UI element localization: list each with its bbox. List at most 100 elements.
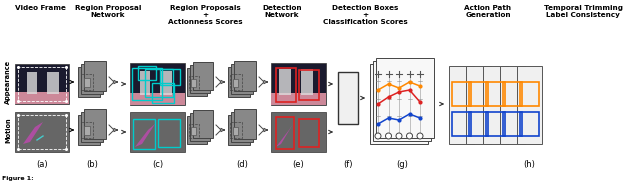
Text: (c): (c) <box>152 160 163 169</box>
Bar <box>15 112 69 152</box>
Text: Video Frame: Video Frame <box>15 5 65 11</box>
Text: Region Proposals
+
Actionness Scores: Region Proposals + Actionness Scores <box>168 5 243 25</box>
Bar <box>190 113 210 141</box>
Bar <box>279 69 291 95</box>
Bar <box>276 68 296 102</box>
Text: Motion: Motion <box>5 117 11 143</box>
Bar <box>133 119 155 149</box>
Bar <box>27 72 37 94</box>
Bar <box>78 67 100 97</box>
Bar <box>483 66 508 144</box>
Bar <box>138 66 156 80</box>
Bar <box>466 66 491 144</box>
Bar <box>84 109 106 139</box>
Bar <box>517 66 542 144</box>
Bar <box>376 58 434 138</box>
Bar <box>189 124 199 138</box>
Polygon shape <box>135 124 155 147</box>
Bar <box>520 82 539 106</box>
Bar <box>187 68 207 96</box>
Bar <box>271 63 326 105</box>
Bar <box>84 78 90 87</box>
Bar <box>500 66 525 144</box>
Bar <box>276 117 294 149</box>
Polygon shape <box>23 122 43 144</box>
Bar <box>81 112 103 142</box>
Bar <box>152 83 174 103</box>
Bar <box>231 64 253 94</box>
Text: Region Proposal
Network: Region Proposal Network <box>75 5 141 18</box>
Bar <box>160 69 180 85</box>
Bar <box>469 82 488 106</box>
Bar <box>301 69 313 95</box>
Bar <box>140 71 150 95</box>
Bar <box>47 72 59 94</box>
Bar <box>373 61 431 141</box>
Text: (d): (d) <box>236 160 248 169</box>
Text: Detection Boxes
+
Classification Scores: Detection Boxes + Classification Scores <box>323 5 408 25</box>
Bar <box>230 74 242 90</box>
Bar <box>84 61 106 91</box>
Bar <box>187 116 207 144</box>
Bar <box>230 122 242 138</box>
Bar <box>191 79 196 87</box>
Bar <box>81 64 103 94</box>
Bar <box>271 112 326 152</box>
Polygon shape <box>276 124 293 147</box>
Bar <box>15 92 69 104</box>
Bar <box>271 93 326 105</box>
Bar <box>15 64 69 104</box>
Bar <box>191 127 196 135</box>
Bar <box>486 112 505 136</box>
Bar <box>18 115 66 149</box>
Bar <box>370 64 428 144</box>
Text: Fusion: Fusion <box>344 84 353 112</box>
Bar <box>452 82 471 106</box>
Bar <box>503 112 522 136</box>
Text: (g): (g) <box>396 160 408 169</box>
Bar <box>78 115 100 145</box>
Bar <box>130 93 185 105</box>
Bar <box>228 115 250 145</box>
Bar <box>452 112 471 136</box>
Bar <box>299 70 319 100</box>
Bar <box>486 82 505 106</box>
Text: (a): (a) <box>36 160 48 169</box>
Bar <box>160 71 172 95</box>
Bar <box>145 69 173 97</box>
Bar <box>193 62 213 90</box>
Bar <box>520 112 539 136</box>
Bar <box>81 74 93 90</box>
Bar <box>449 66 474 144</box>
Bar <box>234 109 256 139</box>
Bar <box>18 67 66 101</box>
Bar <box>233 127 238 135</box>
Text: (e): (e) <box>292 160 305 169</box>
Text: (b): (b) <box>86 160 98 169</box>
Bar <box>469 112 488 136</box>
Bar <box>231 112 253 142</box>
Bar <box>193 110 213 138</box>
Bar <box>233 79 238 87</box>
Circle shape <box>375 133 381 139</box>
Text: (f): (f) <box>343 160 353 169</box>
Text: Action Path
Generation: Action Path Generation <box>465 5 511 18</box>
Bar <box>189 76 199 90</box>
Text: Figure 1:: Figure 1: <box>2 176 34 181</box>
Bar <box>190 65 210 93</box>
Circle shape <box>406 133 413 139</box>
Bar <box>81 122 93 138</box>
Bar <box>503 82 522 106</box>
Text: Detection
Network: Detection Network <box>262 5 302 18</box>
Text: Temporal Trimming
Label Consistency: Temporal Trimming Label Consistency <box>543 5 623 18</box>
Bar <box>130 63 185 105</box>
Circle shape <box>385 133 392 139</box>
Bar <box>132 68 162 100</box>
Text: Appearance: Appearance <box>5 60 11 104</box>
Circle shape <box>396 133 402 139</box>
Bar <box>228 67 250 97</box>
Bar <box>158 119 180 147</box>
Text: (h): (h) <box>524 160 536 169</box>
Bar <box>84 126 90 135</box>
Bar <box>234 61 256 91</box>
